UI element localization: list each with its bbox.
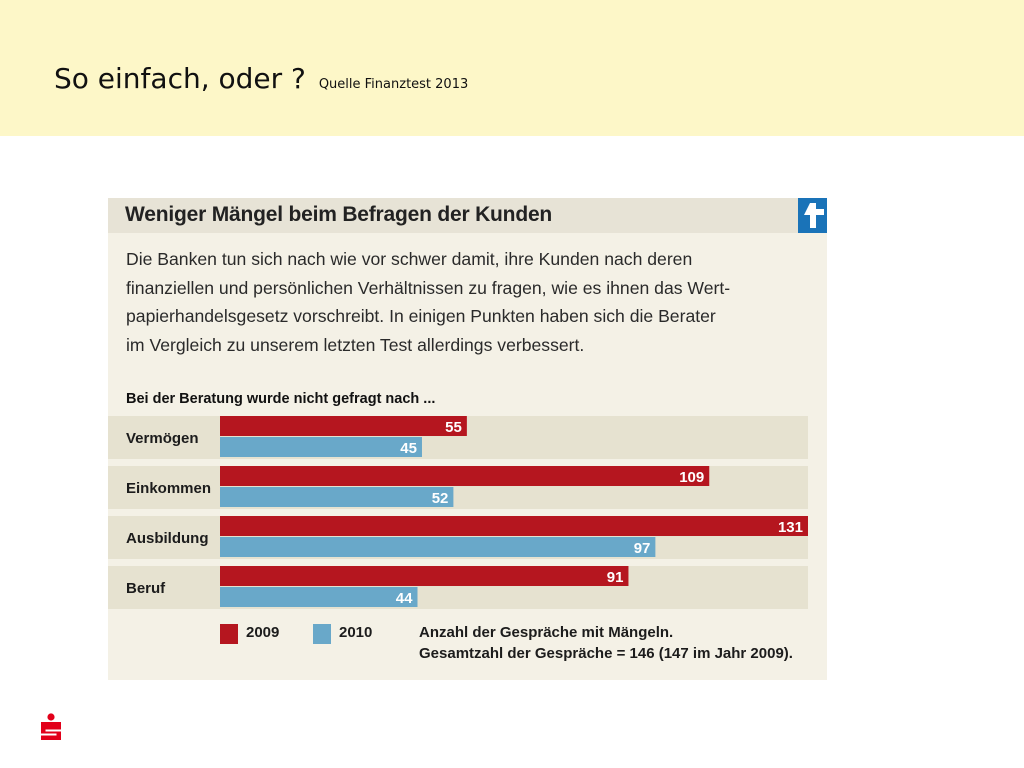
bar-2010	[220, 537, 656, 557]
category-label: Beruf	[126, 580, 166, 597]
intro-line: Die Banken tun sich nach wie vor schwer …	[126, 249, 693, 269]
bar-2009	[220, 566, 629, 586]
infographic-panel: Weniger Mängel beim Befragen der Kunden …	[108, 198, 827, 680]
source-note: Quelle Finanztest 2013	[318, 77, 469, 92]
bar-value-label: 52	[432, 490, 449, 507]
category-label: Einkommen	[126, 480, 211, 497]
bar-2009	[220, 466, 710, 486]
bar-value-label: 55	[445, 419, 462, 436]
panel-title: Weniger Mängel beim Befragen der Kunden	[125, 203, 553, 226]
bar-value-label: 131	[778, 519, 803, 536]
chart-note-line: Anzahl der Gespräche mit Mängeln.	[419, 624, 674, 641]
bar-value-label: 45	[400, 440, 417, 457]
category-label: Vermögen	[126, 430, 199, 447]
intro-line: papierhandelsgesetz vorschreibt. In eini…	[126, 306, 716, 326]
finanztest-cross-icon	[798, 198, 827, 233]
bar-2010	[220, 487, 454, 507]
bar-value-label: 91	[607, 569, 624, 586]
intro-line: im Vergleich zu unserem letzten Test all…	[126, 334, 585, 355]
bar-2010	[220, 437, 422, 457]
intro-line: finanziellen und persönlichen Verhältnis…	[126, 277, 731, 298]
legend-swatch-2009	[220, 624, 238, 644]
bar-chart: Vermögen 55 45 Einkommen 109 52 Ausbildung 131 9…	[108, 416, 808, 609]
legend-label-2010: 2010	[339, 624, 373, 641]
chart-note-line: Gesamtzahl der Gespräche = 146 (147 im J…	[419, 645, 793, 662]
intro-text: Die Banken tun sich nach wie vor schwer …	[126, 245, 816, 359]
bar-value-label: 97	[634, 540, 651, 557]
chart-question: Bei der Beratung wurde nicht gefragt nac…	[126, 391, 436, 407]
slide-title-text: So einfach, oder ?	[54, 62, 306, 95]
slide-header: So einfach, oder ? Quelle Finanztest 201…	[0, 0, 1024, 136]
slide-title: So einfach, oder ? Quelle Finanztest 201…	[54, 62, 468, 95]
panel-header: Weniger Mängel beim Befragen der Kunden	[108, 198, 798, 233]
category-label: Ausbildung	[126, 530, 209, 547]
bar-2010	[220, 587, 418, 607]
legend-swatch-2010	[313, 624, 331, 644]
bar-value-label: 44	[396, 590, 413, 607]
bar-2009	[220, 416, 467, 436]
bar-2009	[220, 516, 808, 536]
legend-label-2009: 2009	[246, 624, 280, 641]
bar-value-label: 109	[679, 469, 704, 486]
sparkasse-logo-icon	[39, 713, 63, 741]
